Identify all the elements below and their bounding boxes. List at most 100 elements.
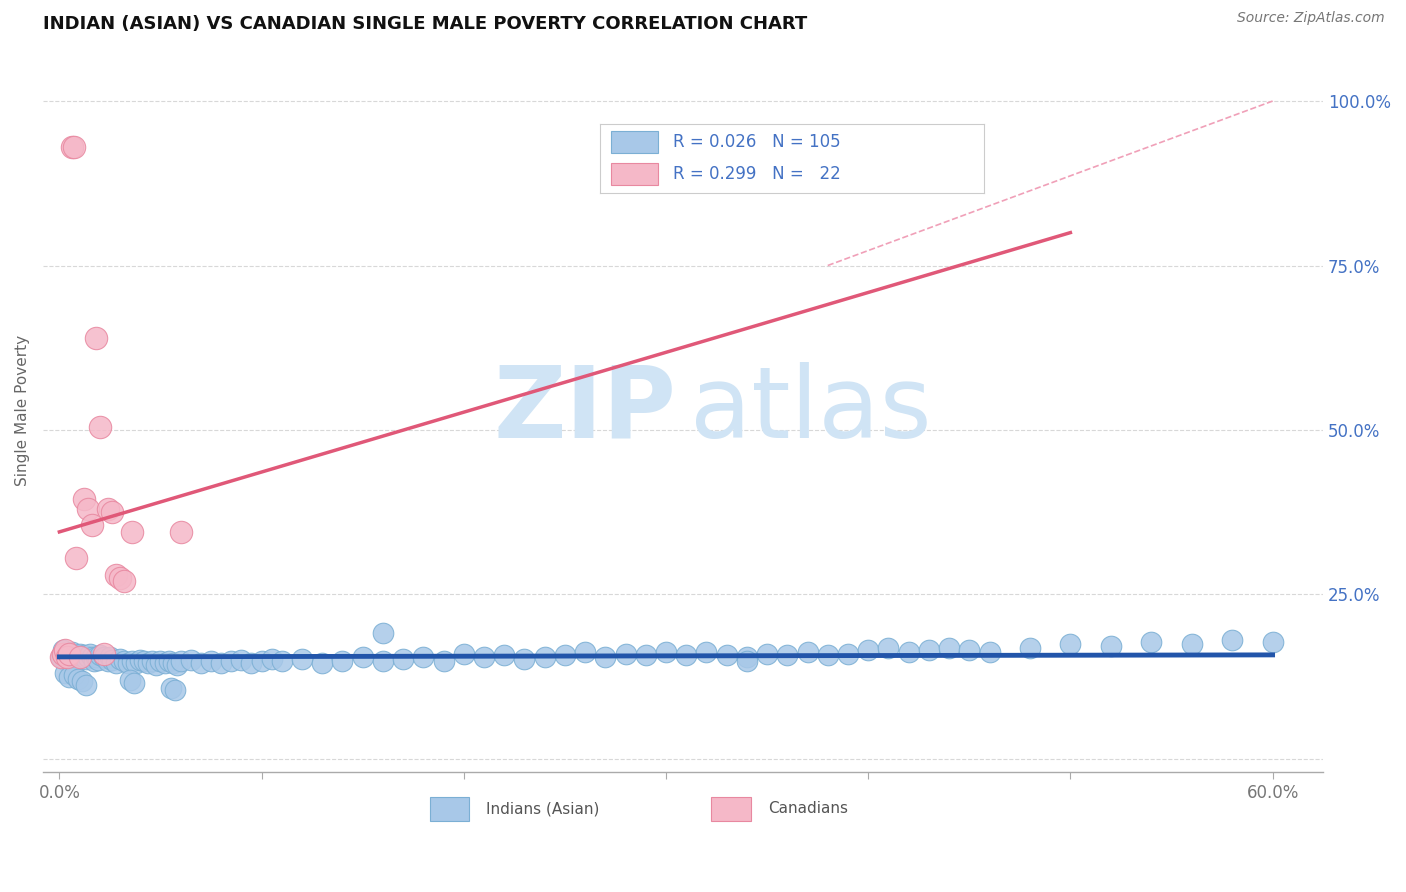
- Point: [1019, 641, 1042, 656]
- Point: [614, 647, 637, 661]
- Point: [125, 657, 148, 671]
- Point: [87, 653, 110, 667]
- Point: [453, 647, 475, 661]
- Point: [877, 641, 900, 656]
- Point: [76, 649, 98, 664]
- Point: [62, 667, 84, 681]
- Point: [60, 140, 83, 154]
- Point: [1220, 633, 1243, 648]
- Point: [60, 645, 83, 659]
- Point: [141, 655, 163, 669]
- Point: [209, 657, 232, 671]
- Point: [200, 655, 222, 669]
- Point: [108, 571, 131, 585]
- Point: [134, 655, 156, 669]
- Point: [856, 643, 879, 657]
- Point: [84, 331, 107, 345]
- Point: [170, 655, 193, 669]
- Point: [52, 647, 75, 661]
- Point: [55, 643, 77, 657]
- Point: [240, 657, 263, 671]
- Point: [897, 645, 920, 659]
- Text: Source: ZipAtlas.com: Source: ZipAtlas.com: [1237, 12, 1385, 25]
- Point: [93, 649, 115, 664]
- Point: [166, 658, 188, 673]
- Point: [121, 655, 143, 669]
- Point: [93, 647, 115, 661]
- Point: [231, 653, 253, 667]
- Point: [513, 652, 536, 666]
- Point: [250, 655, 273, 669]
- Point: [70, 649, 93, 664]
- Point: [371, 625, 394, 640]
- Point: [122, 676, 145, 690]
- Point: [104, 567, 127, 582]
- Point: [957, 643, 980, 657]
- Point: [117, 657, 139, 671]
- Point: [98, 649, 121, 664]
- Point: [69, 647, 91, 661]
- Point: [138, 657, 160, 671]
- Point: [153, 657, 176, 671]
- Point: [65, 551, 87, 566]
- Point: [735, 655, 758, 669]
- Point: [979, 645, 1001, 659]
- Point: [392, 652, 415, 666]
- Point: [776, 648, 799, 662]
- Point: [89, 419, 111, 434]
- Point: [83, 655, 105, 669]
- Point: [129, 653, 152, 667]
- Point: [112, 655, 135, 669]
- Point: [311, 657, 333, 671]
- Point: [89, 648, 111, 662]
- Point: [80, 649, 103, 664]
- Point: [75, 678, 97, 692]
- Point: [554, 648, 576, 662]
- Point: [190, 657, 212, 671]
- Point: [1181, 637, 1204, 651]
- Point: [735, 649, 758, 664]
- Point: [120, 673, 142, 687]
- Point: [84, 649, 107, 664]
- Point: [79, 647, 101, 661]
- Point: [66, 652, 89, 666]
- Point: [70, 674, 93, 689]
- Point: [56, 647, 79, 661]
- Point: [58, 648, 80, 662]
- Point: [51, 649, 73, 664]
- Point: [1140, 634, 1163, 648]
- Point: [352, 649, 374, 664]
- Point: [72, 648, 94, 662]
- Point: [75, 652, 97, 666]
- Point: [55, 653, 77, 667]
- Point: [817, 648, 839, 662]
- Point: [260, 652, 283, 666]
- Point: [72, 491, 94, 506]
- Point: [62, 140, 84, 154]
- Point: [574, 645, 596, 659]
- Point: [695, 645, 717, 659]
- Point: [58, 670, 80, 684]
- Point: [918, 643, 941, 657]
- Point: [80, 518, 103, 533]
- Point: [756, 647, 779, 661]
- Point: [101, 505, 124, 519]
- Point: [157, 655, 180, 669]
- Point: [1099, 639, 1122, 653]
- Point: [51, 649, 73, 664]
- Point: [55, 666, 77, 681]
- Point: [163, 682, 186, 697]
- Point: [65, 648, 87, 662]
- Point: [58, 647, 80, 661]
- Text: atlas: atlas: [689, 361, 931, 458]
- Point: [634, 648, 657, 662]
- Point: [1059, 637, 1081, 651]
- Point: [52, 643, 75, 657]
- Point: [108, 652, 131, 666]
- Point: [104, 657, 127, 671]
- Point: [56, 649, 79, 664]
- Point: [121, 524, 143, 539]
- Point: [101, 653, 124, 667]
- Point: [149, 655, 172, 669]
- Point: [837, 647, 859, 661]
